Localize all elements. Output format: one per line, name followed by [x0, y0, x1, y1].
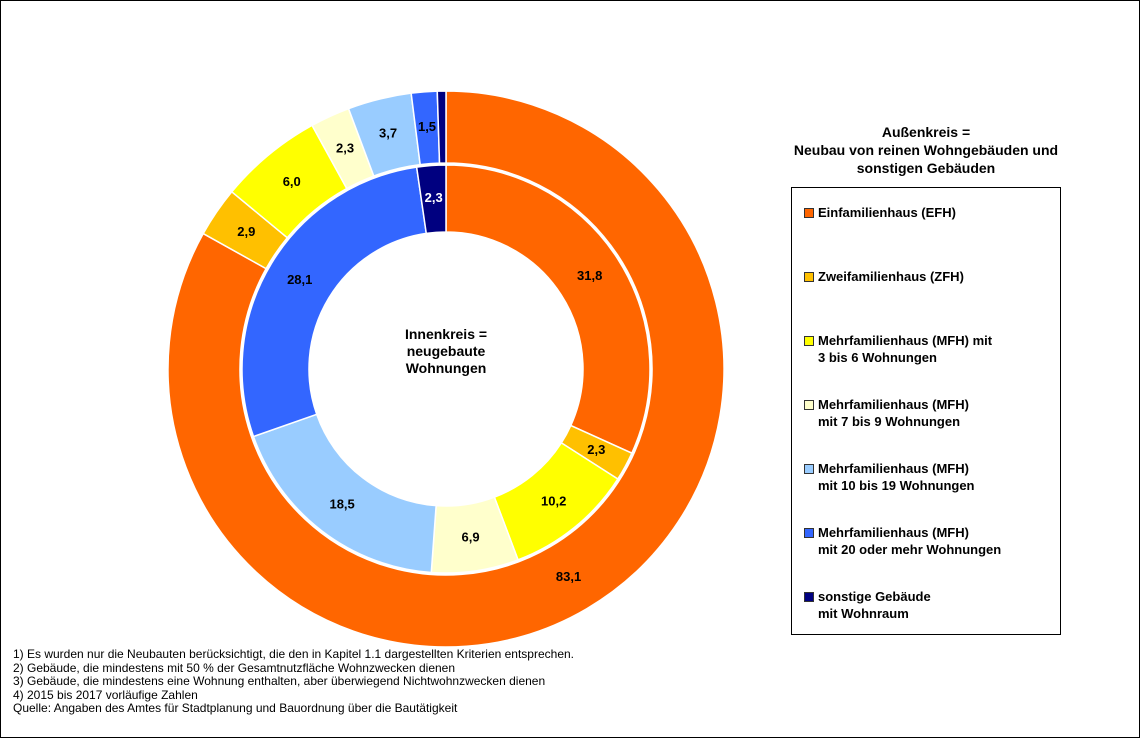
value-label: 18,5 [329, 496, 354, 511]
legend-item: sonstige Gebäude mit Wohnraum [804, 588, 1073, 622]
legend-item: Einfamilienhaus (EFH) [804, 204, 1073, 221]
legend-item: Mehrfamilienhaus (MFH) mit 20 oder mehr … [804, 524, 1073, 558]
legend-label: Zweifamilienhaus (ZFH) [818, 269, 964, 284]
value-label: 2,3 [587, 442, 605, 457]
legend-swatch [804, 272, 814, 282]
value-label: 31,8 [577, 268, 602, 283]
legend-label: Mehrfamilienhaus (MFH) mit 3 bis 6 Wohnu… [818, 333, 993, 365]
legend-label: Einfamilienhaus (EFH) [818, 205, 956, 220]
legend-swatch [804, 208, 814, 218]
wedge [415, 164, 447, 235]
legend-label: Mehrfamilienhaus (MFH) mit 7 bis 9 Wohnu… [818, 397, 969, 429]
value-label: 28,1 [287, 272, 312, 287]
legend-swatch [804, 336, 814, 346]
value-label: 6,9 [462, 530, 480, 545]
legend-title: Außenkreis = Neubau von reinen Wohngebäu… [793, 124, 1059, 176]
legend-label: sonstige Gebäude mit Wohnraum [818, 589, 931, 621]
value-label: 10,2 [541, 493, 566, 508]
legend-swatch [804, 592, 814, 602]
legend-label: Mehrfamilienhaus (MFH) mit 10 bis 19 Woh… [818, 461, 975, 493]
value-label: 2,3 [336, 141, 354, 156]
wedge [167, 90, 725, 648]
legend-swatch [804, 400, 814, 410]
wedge [445, 164, 651, 455]
legend-item: Mehrfamilienhaus (MFH) mit 3 bis 6 Wohnu… [804, 332, 1073, 366]
footnote: 1) Es wurden nur die Neubauten berücksic… [13, 647, 575, 661]
legend-item: Mehrfamilienhaus (MFH) mit 7 bis 9 Wohnu… [804, 396, 1073, 430]
value-label: 83,1 [556, 569, 581, 584]
wedge [436, 90, 447, 164]
footnote: 2) Gebäude, die mindestens mit 50 % der … [13, 660, 456, 675]
legend-item: Zweifamilienhaus (ZFH) [804, 268, 1073, 285]
footnotes: 1) Es wurden nur die Neubauten berücksic… [13, 647, 575, 716]
footnote: 4) 2015 bis 2017 vorläufige Zahlen [13, 687, 198, 702]
center-label: Innenkreis = neugebaute Wohnungen [404, 326, 488, 376]
value-label: 3,7 [379, 125, 397, 140]
legend-swatch [804, 528, 814, 538]
value-label: 6,0 [283, 174, 301, 189]
legend-swatch [804, 464, 814, 474]
footnote: Quelle: Angaben des Amtes für Stadtplanu… [13, 701, 458, 715]
wedge [241, 166, 428, 438]
value-label: 2,3 [425, 190, 443, 205]
value-label: 1,5 [418, 119, 436, 134]
legend-label: Mehrfamilienhaus (MFH) mit 20 oder mehr … [818, 525, 1002, 557]
footnote: 3) Gebäude, die mindestens eine Wohnung … [13, 674, 546, 688]
value-label: 2,9 [237, 224, 255, 239]
legend-item: Mehrfamilienhaus (MFH) mit 10 bis 19 Woh… [804, 460, 1073, 494]
legend: Einfamilienhaus (EFH) Zweifamilienhaus (Z… [791, 187, 1061, 635]
